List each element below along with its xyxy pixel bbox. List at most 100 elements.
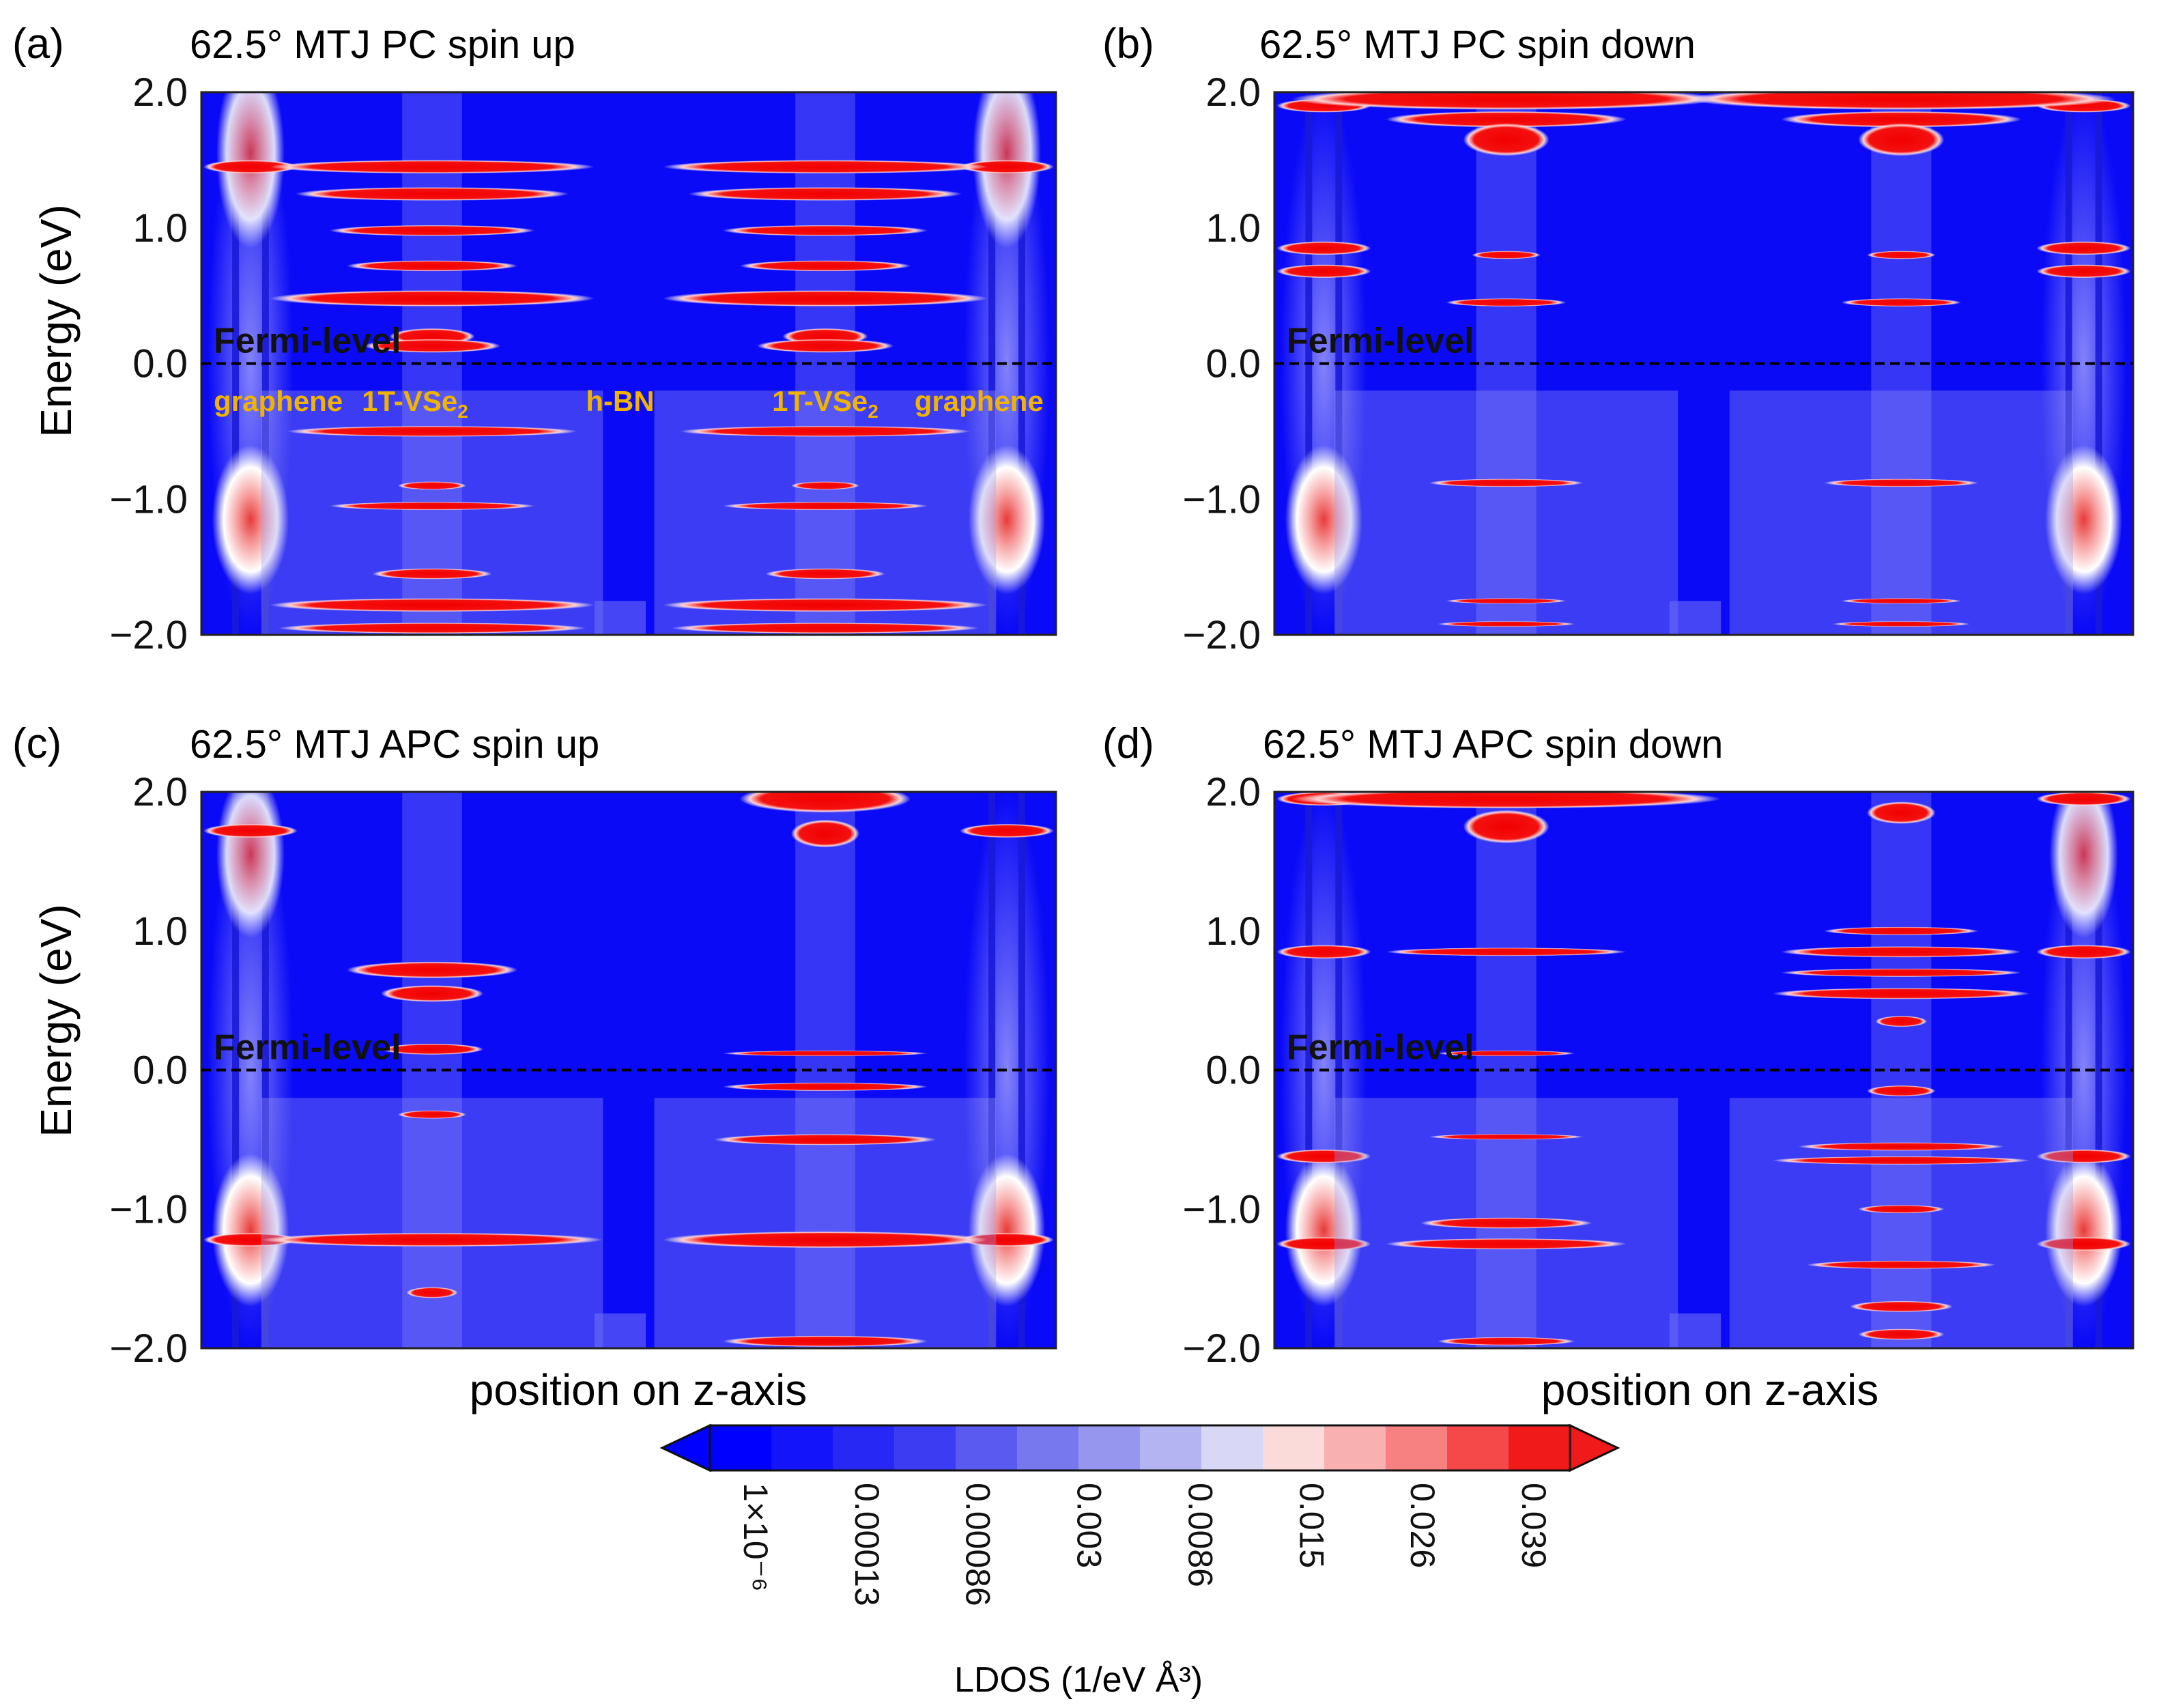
vse2-state <box>278 623 586 634</box>
vse2-state <box>663 290 988 307</box>
graphene-band <box>1276 945 1371 959</box>
panel-c: Fermi-level 2.0 1.0 0.0 −1.0 −2.0 (c) 62.5° M… <box>12 720 1057 1414</box>
vse2-state <box>1849 1300 1953 1313</box>
vse2-state <box>329 502 535 511</box>
layer-label: 1T-VSe2 <box>772 385 878 422</box>
graphene-band <box>2036 792 2131 806</box>
colorbar-extend-low <box>659 1423 711 1472</box>
vse2-state <box>346 260 518 272</box>
graphene-band <box>203 160 298 174</box>
vse2-state <box>1472 251 1541 259</box>
vse2-state <box>663 160 988 174</box>
y-tick-label: 1.0 <box>132 909 188 954</box>
colorbar-segment <box>1447 1425 1509 1470</box>
colorbar-segment <box>710 1425 772 1470</box>
graphene-plume-low <box>2045 1153 2123 1307</box>
vse2-state <box>397 1110 467 1119</box>
graphene-plume-low <box>212 1153 289 1307</box>
graphene-band <box>2036 945 2131 959</box>
vse2-state <box>1386 1238 1627 1250</box>
colorbar-segment <box>1140 1425 1202 1470</box>
vse2-state <box>790 481 860 490</box>
layer-label: h-BN <box>586 385 654 417</box>
graphene-band <box>2036 241 2131 255</box>
fermi-level-label: Fermi-level <box>1287 322 1474 361</box>
panel-d-title: 62.5° MTJ APC spin down <box>1263 722 1723 767</box>
vse2-state <box>406 1287 458 1298</box>
vse2-glow <box>1334 390 1679 635</box>
colorbar-label: LDOS (1/eV Å³) <box>954 1660 1203 1700</box>
vse2-state <box>722 1050 928 1057</box>
graphene-plume-high <box>2049 792 2118 938</box>
vse2-state <box>1875 1016 1928 1027</box>
vse2-state <box>756 339 894 353</box>
vse2-state <box>1420 1217 1592 1229</box>
vse2-state <box>1781 946 2022 958</box>
panel-c-plot: Fermi-level 2.0 1.0 0.0 −1.0 −2.0 <box>110 770 1057 1371</box>
graphene-plume-low <box>1285 444 1362 595</box>
graphene-line <box>2065 792 2072 1348</box>
y-tick-label: −1.0 <box>110 477 188 522</box>
vse2-state <box>372 568 492 580</box>
graphene-line <box>2065 92 2072 635</box>
colorbar-tick-label: 0.003 <box>1070 1483 1109 1568</box>
vse2-glow <box>261 1098 603 1348</box>
fermi-level-label: Fermi-level <box>1287 1028 1474 1068</box>
vse2-state <box>722 1335 928 1347</box>
graphene-plume-low <box>2045 444 2123 595</box>
graphene-plume-high <box>2049 0 2118 4</box>
y-tick-label: 1.0 <box>1205 206 1261 251</box>
graphene-band <box>1276 264 1371 279</box>
y-tick-label: 2.0 <box>1205 70 1261 115</box>
vse2-state <box>397 481 467 490</box>
colorbar-segment <box>1386 1425 1448 1470</box>
vse2-state <box>1429 479 1584 487</box>
vse2-state <box>261 1232 603 1247</box>
graphene-plume-low <box>1285 1153 1362 1307</box>
vse2-state <box>1824 479 1979 487</box>
vse2-state <box>680 425 971 437</box>
colorbar-segment <box>1201 1425 1263 1470</box>
vse2-state <box>1806 1260 1996 1269</box>
vse2-state <box>1841 598 1962 604</box>
vse2-state <box>663 1231 988 1249</box>
graphene-plume-high <box>216 792 285 938</box>
vse2-state <box>739 792 911 813</box>
y-tick-label: 2.0 <box>132 70 188 115</box>
vse2-state <box>295 187 569 201</box>
panel-d-label: (d) <box>1102 720 1154 767</box>
vse2-state <box>380 985 484 1002</box>
hbn-column <box>1669 601 1722 635</box>
vse2-state <box>663 598 988 612</box>
colorbar-segment <box>833 1425 895 1470</box>
hbn-column <box>594 1313 646 1348</box>
graphene-band <box>1276 241 1371 255</box>
vse2-glow <box>1729 390 2073 635</box>
panel-a-title: 62.5° MTJ PC spin up <box>190 23 575 67</box>
vse2-state <box>1446 298 1567 307</box>
colorbar-segment <box>1509 1425 1571 1470</box>
fermi-level-label: Fermi-level <box>214 322 401 361</box>
vse2-state <box>1858 123 1945 156</box>
vse2-state <box>270 290 595 307</box>
vse2-state <box>1772 988 2031 999</box>
y-tick-label: 0.0 <box>1205 342 1261 386</box>
panel-b-plot: Fermi-level 2.0 1.0 0.0 −1.0 −2.0 <box>1183 0 2134 657</box>
panel-a-plot: Fermi-level 2.0 1.0 0.0 −1.0 −2.0 graphene 1T-V… <box>110 70 1057 657</box>
graphene-band <box>203 823 298 838</box>
panel-b-label: (b) <box>1102 20 1154 68</box>
vse2-state <box>1429 1134 1584 1140</box>
vse2-state <box>1858 1205 1945 1214</box>
vse2-state <box>270 160 595 174</box>
graphene-band <box>1276 1237 1371 1251</box>
colorbar-segment <box>894 1425 956 1470</box>
layer-label: 1T-VSe2 <box>362 385 468 422</box>
colorbar-tick-label: 0.00086 <box>959 1483 997 1606</box>
vse2-state <box>688 187 962 201</box>
graphene-line <box>988 792 996 1348</box>
panel-d-plot: Fermi-level 2.0 1.0 0.0 −1.0 −2.0 <box>1183 770 2134 1371</box>
colorbar-body: 1×10⁻⁶ 0.00013 0.00086 0.003 0.0086 0.015 0.02… <box>659 1423 1620 1606</box>
y-tick-label: −1.0 <box>110 1187 188 1232</box>
colorbar: 1×10⁻⁶ 0.00013 0.00086 0.003 0.0086 0.015 0.02… <box>659 1423 1620 1700</box>
hbn-column <box>594 601 646 635</box>
